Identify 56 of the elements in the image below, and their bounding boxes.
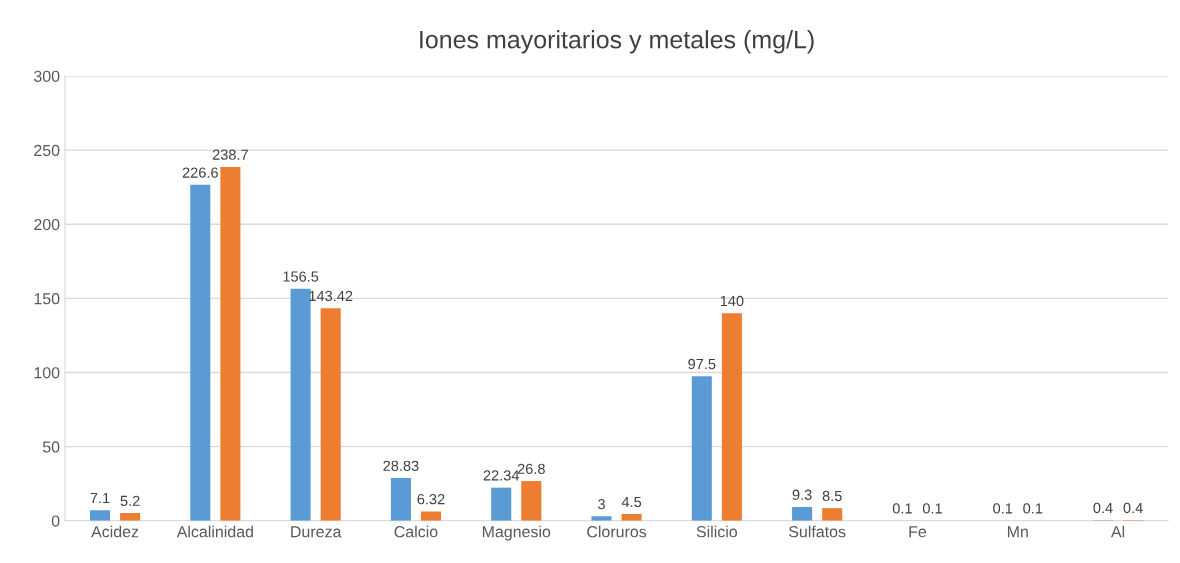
bar bbox=[621, 514, 642, 521]
data-label: 0.1 bbox=[1023, 503, 1043, 514]
data-label: 156.5 bbox=[283, 271, 319, 282]
data-label: 0.1 bbox=[993, 503, 1013, 514]
data-label: 4.5 bbox=[621, 496, 642, 508]
data-label: 22.34 bbox=[483, 470, 520, 481]
data-label: 97.5 bbox=[688, 358, 716, 370]
data-label: 8.5 bbox=[822, 490, 842, 502]
y-tick-label: 50 bbox=[42, 441, 60, 453]
bar bbox=[691, 376, 712, 521]
bar bbox=[320, 308, 341, 521]
data-label: 26.8 bbox=[517, 463, 545, 474]
data-label: 0.4 bbox=[1123, 502, 1143, 514]
bar bbox=[420, 511, 442, 521]
x-tick-label: Calcio bbox=[394, 525, 438, 538]
y-tick-label: 0 bbox=[51, 515, 60, 527]
x-tick-label: Sulfatos bbox=[789, 525, 846, 538]
y-tick-label: 100 bbox=[34, 367, 60, 379]
data-label: 238.7 bbox=[212, 149, 248, 160]
y-tick-label: 250 bbox=[34, 144, 60, 157]
bar bbox=[290, 288, 311, 521]
bar bbox=[390, 478, 411, 521]
x-tick-label: Acidez bbox=[91, 525, 139, 538]
bar bbox=[120, 513, 141, 521]
bar bbox=[591, 516, 612, 521]
bar bbox=[521, 481, 542, 521]
data-label: 28.83 bbox=[383, 460, 419, 471]
chart-title: Iones mayoritarios y metales (mg/L) bbox=[420, 30, 814, 54]
x-tick-label: Magnesio bbox=[482, 525, 551, 541]
bar bbox=[491, 487, 512, 521]
data-label: 0.4 bbox=[1093, 502, 1113, 514]
bar bbox=[89, 510, 111, 521]
x-tick-label: Mn bbox=[1007, 526, 1028, 538]
data-label: 6.32 bbox=[417, 494, 445, 505]
x-tick-label: Silicio bbox=[696, 525, 738, 538]
x-tick-label: Al bbox=[1110, 525, 1125, 538]
bar bbox=[190, 184, 211, 521]
data-label: 0.1 bbox=[892, 503, 912, 514]
y-tick-label: 200 bbox=[34, 218, 60, 231]
data-label: 140 bbox=[720, 295, 744, 307]
x-tick-label: Dureza bbox=[291, 526, 342, 538]
data-label: 3 bbox=[598, 498, 605, 510]
data-label: 0.1 bbox=[922, 503, 942, 514]
bar bbox=[721, 313, 742, 521]
data-label: 7.1 bbox=[90, 493, 110, 504]
x-tick-label: Cloruros bbox=[587, 525, 647, 538]
x-tick-label: Fe bbox=[909, 526, 927, 538]
data-label: 226.6 bbox=[182, 167, 218, 178]
bar bbox=[792, 506, 813, 521]
bar bbox=[220, 166, 241, 521]
data-label: 5.2 bbox=[120, 495, 140, 507]
bar bbox=[822, 508, 843, 521]
y-tick-label: 150 bbox=[34, 293, 60, 305]
x-tick-label: Alcalinidad bbox=[176, 525, 253, 538]
data-label: 9.3 bbox=[792, 489, 812, 500]
y-tick-label: 300 bbox=[34, 70, 60, 82]
